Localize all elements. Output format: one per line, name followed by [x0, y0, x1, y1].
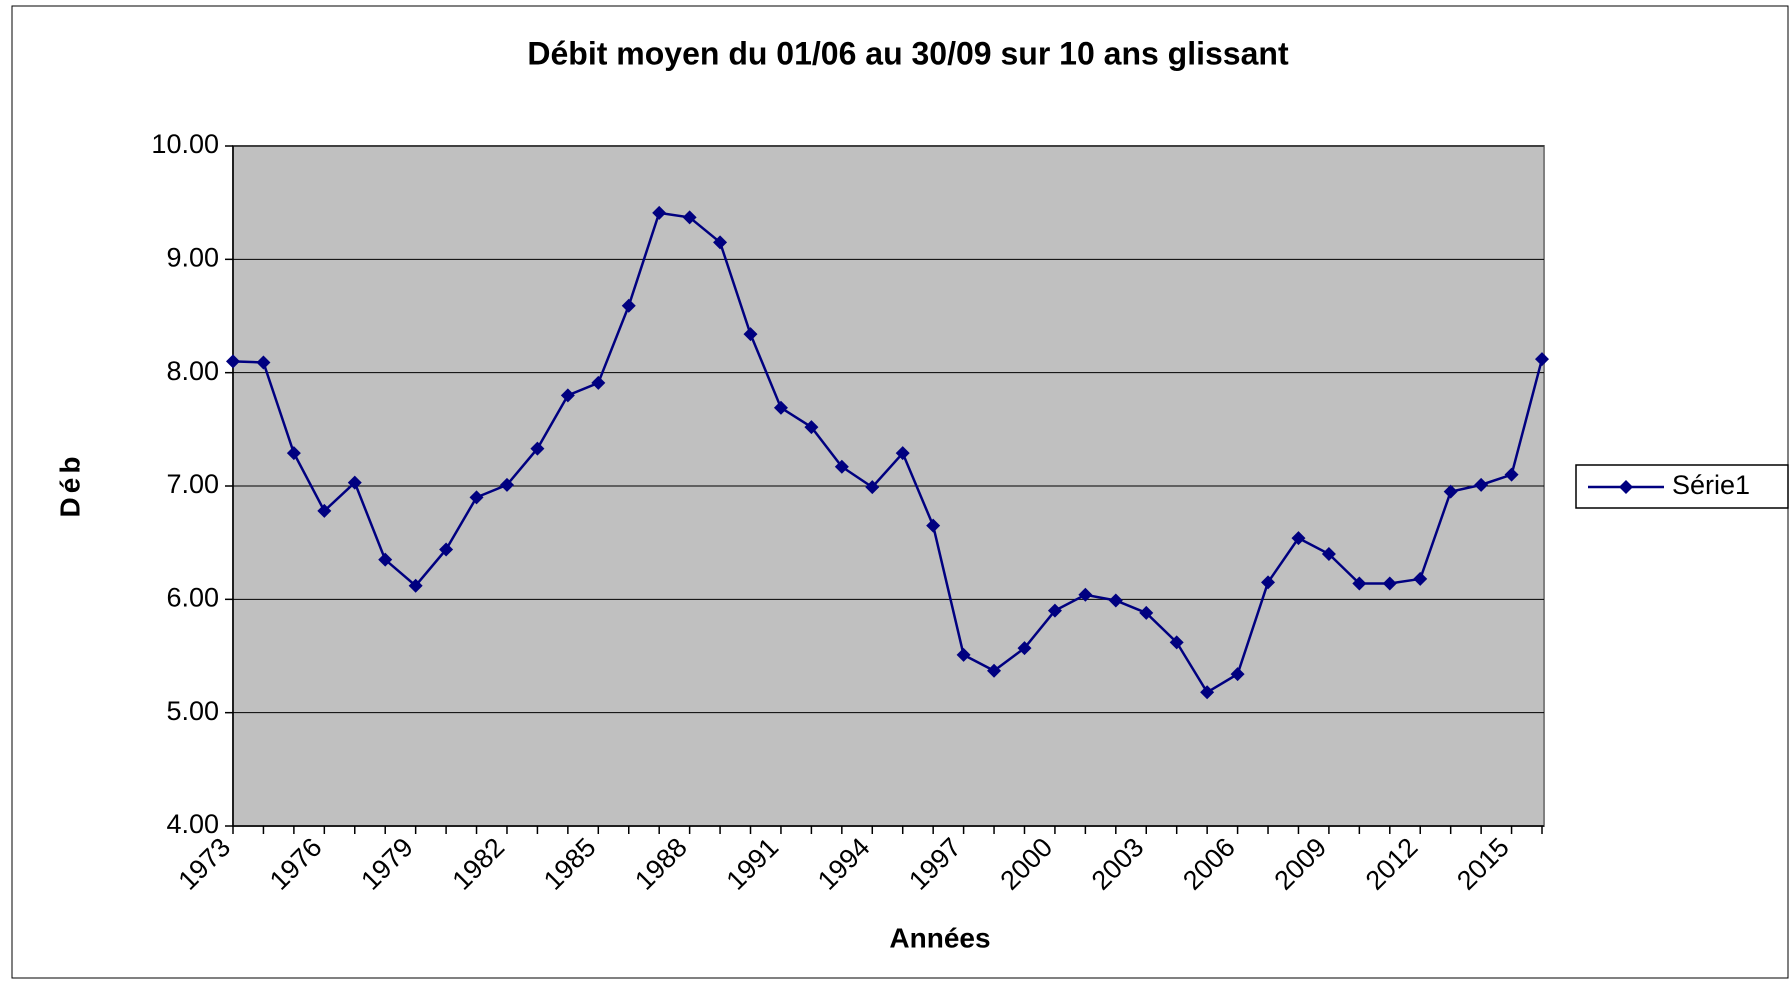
data-point — [347, 475, 362, 490]
data-point — [743, 327, 758, 342]
data-point — [1504, 467, 1519, 482]
data-point — [1413, 571, 1428, 586]
data-point — [865, 480, 880, 495]
line-series — [232, 211, 1544, 694]
data-point — [682, 210, 697, 225]
data-point — [1108, 593, 1123, 608]
data-point — [1078, 587, 1093, 602]
data-point — [621, 298, 636, 313]
data-point — [1443, 484, 1458, 499]
data-point — [317, 503, 332, 518]
y-tick-label: 5.00 — [166, 696, 219, 726]
y-tick-label: 7.00 — [166, 469, 219, 499]
data-point — [1200, 685, 1215, 700]
data-point — [987, 663, 1002, 678]
data-point — [1382, 576, 1397, 591]
data-point — [439, 542, 454, 557]
data-point — [1474, 477, 1489, 492]
data-point — [530, 441, 545, 456]
data-point — [1291, 531, 1306, 546]
x-axis-label: Années — [889, 922, 990, 953]
y-tick-label: 4.00 — [166, 809, 219, 839]
data-point — [469, 490, 484, 505]
data-point — [1535, 352, 1549, 367]
data-point — [256, 355, 271, 370]
data-point — [1139, 605, 1154, 620]
data-point — [226, 354, 240, 369]
data-point — [499, 477, 514, 492]
data-point — [652, 205, 667, 220]
data-point — [926, 518, 941, 533]
data-point — [1017, 641, 1032, 656]
data-point — [1169, 635, 1184, 650]
legend-box — [1575, 464, 1789, 509]
data-point — [286, 446, 301, 461]
y-tick-label: 10.00 — [151, 129, 219, 159]
data-point — [804, 420, 819, 435]
chart-title: Débit moyen du 01/06 au 30/09 sur 10 ans… — [527, 35, 1289, 71]
data-point — [1321, 547, 1336, 561]
legend-label: Série1 — [1672, 470, 1750, 500]
data-point — [1352, 576, 1367, 591]
data-point — [895, 446, 910, 461]
y-axis-label: Déb — [54, 453, 85, 518]
data-point — [956, 647, 971, 662]
data-point — [713, 235, 728, 250]
y-tick-label: 6.00 — [166, 582, 219, 612]
data-point — [408, 578, 423, 593]
data-point — [591, 375, 606, 390]
data-point — [1230, 667, 1245, 682]
data-point — [560, 388, 575, 403]
data-point — [834, 459, 849, 474]
data-point — [773, 400, 788, 415]
y-tick-label: 8.00 — [166, 356, 219, 386]
data-point — [1261, 575, 1276, 590]
data-point — [378, 552, 393, 567]
data-point — [1047, 603, 1062, 618]
legend-marker — [1619, 480, 1633, 494]
y-tick-label: 9.00 — [166, 242, 219, 272]
